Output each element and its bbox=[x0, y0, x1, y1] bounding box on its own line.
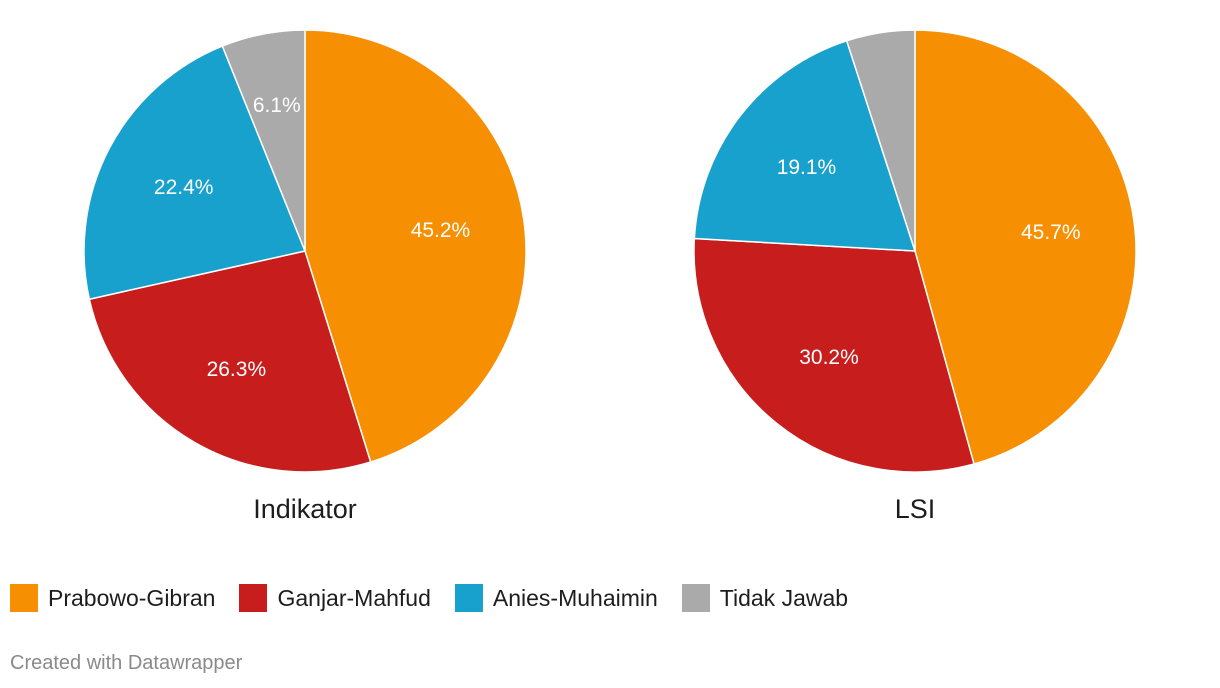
slice-value-label: 30.2% bbox=[799, 346, 859, 369]
slice-value-label: 45.7% bbox=[1021, 221, 1081, 244]
pie-slice bbox=[88, 250, 372, 473]
legend: Prabowo-Gibran Ganjar-Mahfud Anies-Muhai… bbox=[10, 582, 872, 614]
slice-value-label: 6.1% bbox=[253, 94, 301, 117]
legend-item-anies-muhaimin: Anies-Muhaimin bbox=[454, 584, 658, 612]
pie-slice bbox=[304, 29, 527, 463]
legend-label: Anies-Muhaimin bbox=[492, 584, 658, 611]
legend-label: Prabowo-Gibran bbox=[48, 584, 216, 611]
pie-slice bbox=[914, 29, 1137, 465]
pie-chart-1: 45.7% 30.2% 19.1% LSI bbox=[693, 29, 1137, 524]
pie-title: Indikator bbox=[253, 494, 357, 524]
slice-value-label: 26.3% bbox=[207, 358, 267, 381]
pie-slice bbox=[693, 39, 917, 252]
legend-swatch bbox=[681, 584, 710, 612]
footer-credit: Created with Datawrapper bbox=[10, 652, 243, 674]
legend-swatch bbox=[10, 584, 38, 612]
pie-slice bbox=[693, 237, 975, 473]
slice-value-label: 22.4% bbox=[154, 176, 214, 199]
legend-swatch bbox=[239, 584, 268, 612]
legend-swatch bbox=[454, 584, 483, 612]
pie-slice bbox=[845, 29, 916, 252]
slice-value-label: 45.2% bbox=[411, 219, 471, 242]
legend-item-tidak-jawab: Tidak Jawab bbox=[681, 584, 849, 612]
slice-value-label: 19.1% bbox=[777, 156, 837, 179]
pie-charts: 45.2% 26.3% 22.4% 6.1% Indikator 45.7% 30.2% 19… bbox=[83, 29, 1137, 524]
legend-label: Ganjar-Mahfud bbox=[277, 584, 431, 611]
pie-title: LSI bbox=[895, 494, 936, 524]
legend-label: Tidak Jawab bbox=[719, 584, 849, 611]
legend-item-ganjar-mahfud: Ganjar-Mahfud bbox=[239, 584, 431, 612]
pie-chart-0: 45.2% 26.3% 22.4% 6.1% Indikator bbox=[83, 29, 527, 524]
legend-item-prabowo-gibran: Prabowo-Gibran bbox=[10, 584, 215, 612]
pie-slice bbox=[83, 45, 307, 301]
pie-slice bbox=[221, 29, 306, 252]
